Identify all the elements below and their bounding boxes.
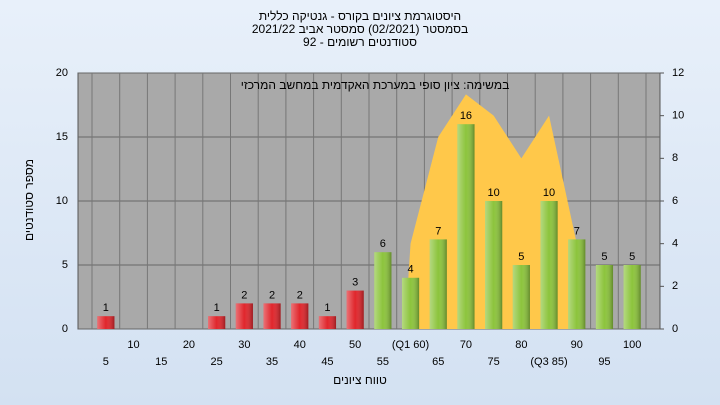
x-tick-label: 30 (238, 339, 250, 351)
title-line: היסטוגרמת ציונים בקורס - גנטיקה כללית (259, 9, 461, 23)
bar-shade (623, 265, 641, 329)
bar-shade (429, 239, 447, 329)
bar-shade (346, 290, 364, 329)
y-tick-label: 10 (56, 195, 68, 207)
x-tick-label: 90 (571, 339, 583, 351)
bar-shade (208, 316, 226, 329)
value-label: 4 (407, 264, 413, 276)
bar-shade (568, 239, 586, 329)
bar-shade (485, 201, 503, 329)
y2-tick-label: 2 (672, 280, 678, 292)
bar-shade (263, 303, 281, 329)
y-tick-label: 5 (62, 259, 68, 271)
value-label: 16 (460, 110, 472, 122)
bar-shade (401, 277, 420, 329)
value-label: 2 (241, 289, 247, 301)
bar-shade (318, 316, 337, 329)
value-label: 1 (324, 302, 330, 314)
title-line: סטודנטים רשומים - 92 (303, 35, 417, 49)
x-axis-label: טווח ציונים (333, 373, 387, 387)
value-label: 2 (269, 289, 275, 301)
y-axis-label: מספר סטודנטים (22, 159, 36, 241)
bar-shade (540, 201, 558, 329)
y2-tick-label: 12 (672, 67, 684, 79)
bar-shade (235, 303, 253, 329)
x-tick-label: 25 (211, 356, 223, 368)
x-tick-label: 45 (321, 356, 333, 368)
x-tick-label: 40 (294, 339, 306, 351)
bar-shade (512, 265, 530, 329)
value-label: 5 (629, 251, 635, 263)
x-tick-label: (Q1 60) (392, 339, 429, 351)
y2-tick-label: 10 (672, 110, 684, 122)
bar-shade (291, 303, 309, 329)
x-tick-label: 35 (266, 356, 278, 368)
y2-tick-label: 0 (672, 323, 678, 335)
value-label: 5 (518, 251, 524, 263)
annotation: במשימה: ציון סופי במערכת האקדמית במחשב ה… (241, 78, 510, 92)
x-tick-label: 10 (127, 339, 139, 351)
x-tick-label: 55 (377, 356, 389, 368)
x-tick-label: 50 (349, 339, 361, 351)
x-tick-label: 20 (183, 339, 195, 351)
value-label: 2 (297, 289, 303, 301)
bar-shade (595, 265, 614, 329)
value-label: 7 (435, 225, 441, 237)
value-label: 7 (574, 225, 580, 237)
x-tick-label: 15 (155, 356, 167, 368)
y2-tick-label: 6 (672, 195, 678, 207)
x-tick-label: 5 (103, 356, 109, 368)
x-tick-label: 75 (488, 356, 500, 368)
x-tick-label: 80 (515, 339, 527, 351)
y-tick-label: 15 (56, 131, 68, 143)
y2-tick-label: 8 (672, 152, 678, 164)
value-label: 10 (543, 187, 555, 199)
value-label: 3 (352, 277, 358, 289)
value-label: 1 (214, 302, 220, 314)
y-tick-label: 0 (62, 323, 68, 335)
value-label: 6 (380, 238, 386, 250)
x-tick-label: 95 (598, 356, 610, 368)
y2-tick-label: 4 (672, 238, 678, 250)
bar-shade (374, 252, 392, 329)
value-label: 5 (601, 251, 607, 263)
x-tick-label: 65 (432, 356, 444, 368)
bar-shade (97, 316, 115, 329)
value-label: 10 (488, 187, 500, 199)
x-tick-label: (Q3 85) (530, 356, 567, 368)
x-tick-label: 100 (623, 339, 641, 351)
y-tick-label: 20 (56, 67, 68, 79)
bar-shade (457, 124, 475, 329)
x-tick-label: 70 (460, 339, 472, 351)
title-line: בסמסטר (02/2021) סמסטר אביב 2021/22 (252, 22, 468, 36)
value-label: 1 (103, 302, 109, 314)
